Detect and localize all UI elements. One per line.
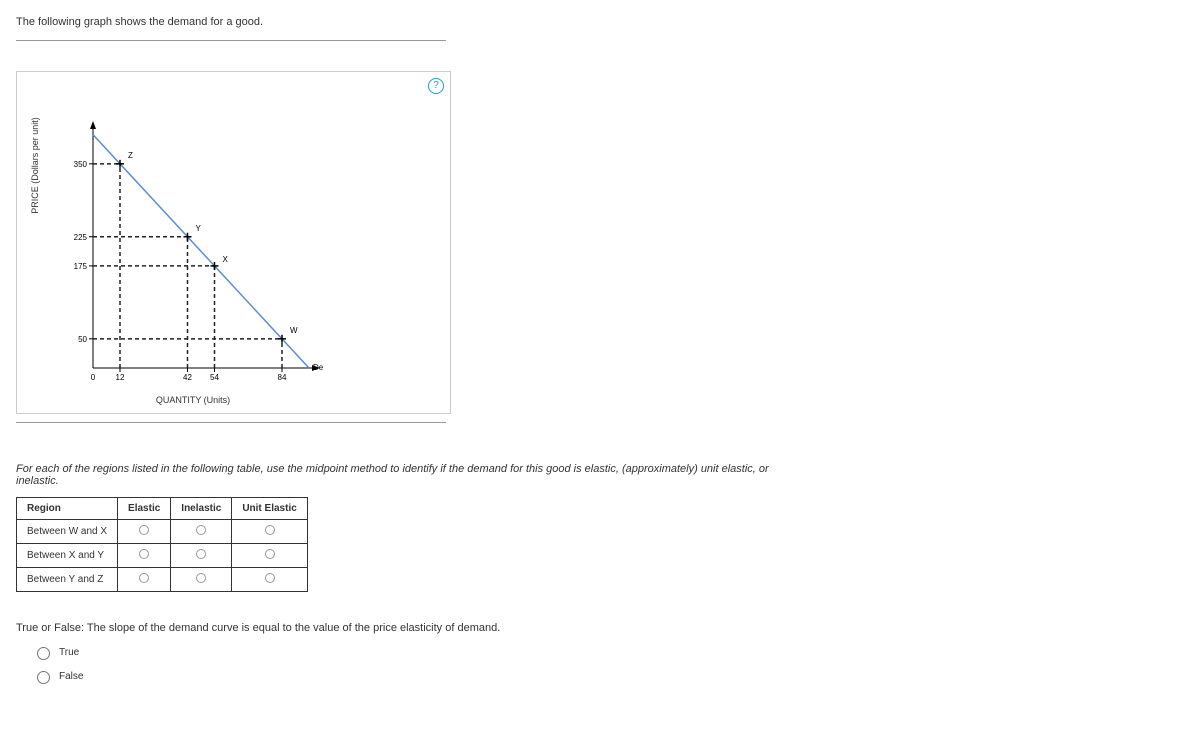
svg-text:54: 54 [210,373,219,382]
tf-question-text: True or False: The slope of the demand c… [16,622,1184,634]
svg-text:50: 50 [78,335,87,344]
radio-cell[interactable] [232,520,307,544]
radio-icon[interactable] [265,549,275,559]
table-row: Between X and Y [17,544,308,568]
radio-cell[interactable] [118,568,171,592]
radio-cell[interactable] [118,520,171,544]
demand-chart: 50 175 225 350 0 12 42 54 84 Demand Z Y X W [63,108,323,388]
svg-text:0: 0 [91,373,96,382]
intro-text: The following graph shows the demand for… [16,16,1184,28]
region-cell: Between Y and Z [17,568,118,592]
svg-text:W: W [290,326,298,335]
radio-icon[interactable] [196,525,206,535]
chart-panel: ? PRICE (Dollars per unit) 50 175 225 350 0 1… [16,71,451,414]
radio-cell[interactable] [171,520,232,544]
tf-false-option[interactable]: False [32,668,1184,684]
radio-icon[interactable] [265,573,275,583]
radio-icon[interactable] [139,525,149,535]
table-header: Inelastic [171,498,232,520]
help-icon[interactable]: ? [428,78,444,94]
table-header: Unit Elastic [232,498,307,520]
tf-true-option[interactable]: True [32,644,1184,660]
tf-false-label: False [59,671,83,682]
svg-text:12: 12 [116,373,125,382]
table-row: Between Y and Z [17,568,308,592]
svg-text:Demand: Demand [313,363,323,372]
tf-true-radio[interactable] [37,647,50,660]
table-header: Region [17,498,118,520]
region-cell: Between X and Y [17,544,118,568]
table-row: Between W and X [17,520,308,544]
svg-text:175: 175 [74,262,88,271]
svg-text:225: 225 [74,233,88,242]
radio-cell[interactable] [232,544,307,568]
radio-icon[interactable] [196,549,206,559]
table-header: Elastic [118,498,171,520]
radio-cell[interactable] [171,544,232,568]
radio-icon[interactable] [265,525,275,535]
x-axis-label: QUANTITY (Units) [63,395,323,405]
radio-icon[interactable] [139,573,149,583]
svg-text:X: X [223,255,229,264]
radio-cell[interactable] [232,568,307,592]
region-cell: Between W and X [17,520,118,544]
svg-text:Y: Y [196,224,202,233]
tf-false-radio[interactable] [37,671,50,684]
radio-icon[interactable] [196,573,206,583]
radio-icon[interactable] [139,549,149,559]
svg-text:84: 84 [278,373,287,382]
instruction-text: For each of the regions listed in the fo… [16,463,796,487]
svg-text:Z: Z [128,151,133,160]
svg-text:42: 42 [183,373,192,382]
elasticity-table: RegionElasticInelasticUnit Elastic Betwe… [16,497,308,592]
tf-true-label: True [59,647,79,658]
radio-cell[interactable] [118,544,171,568]
svg-text:350: 350 [74,160,88,169]
chart-container: PRICE (Dollars per unit) 501752253500124… [63,108,434,405]
divider [16,422,446,423]
y-axis-label: PRICE (Dollars per unit) [30,117,40,214]
radio-cell[interactable] [171,568,232,592]
divider [16,40,446,41]
tf-options: True False [32,644,1184,684]
